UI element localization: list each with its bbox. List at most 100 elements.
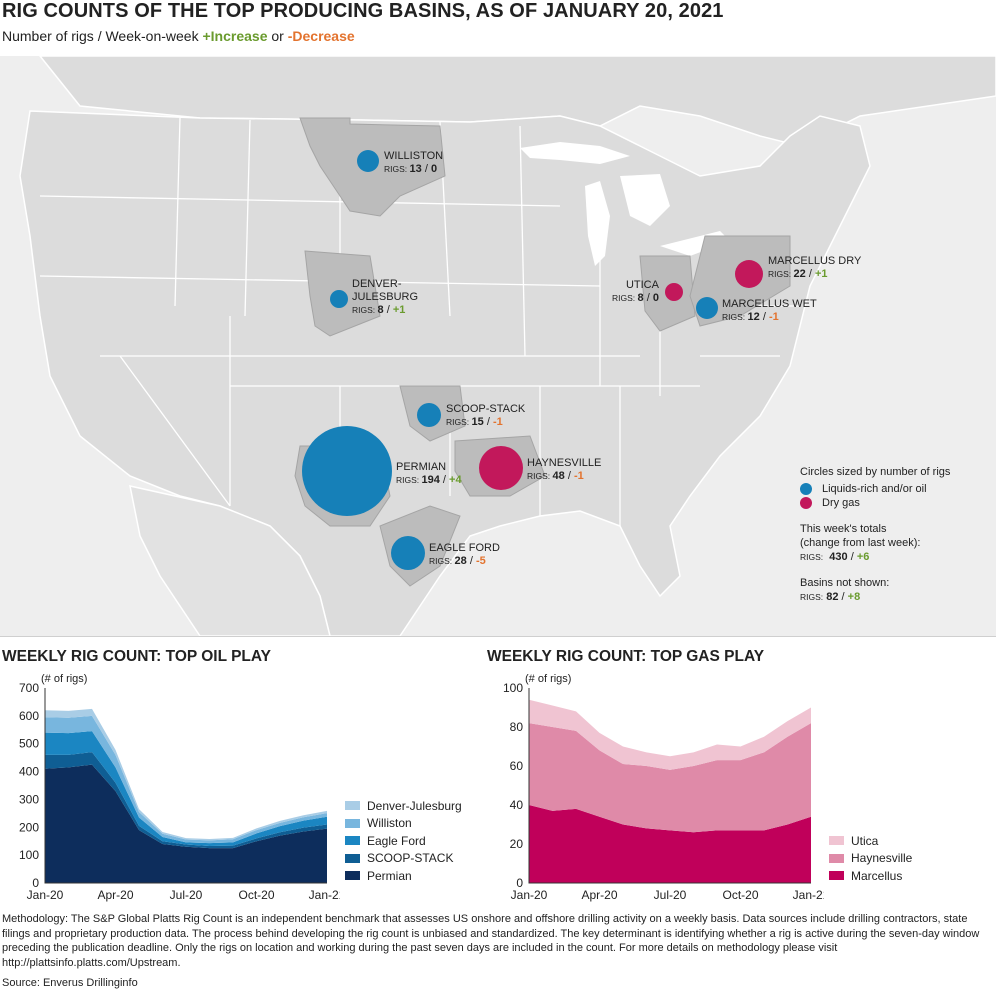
lake-huron [620,174,670,226]
mexico-land [129,485,331,636]
us-basin-map [0,56,996,636]
gas-dot-icon [800,497,812,510]
subtitle-decrease: -Decrease [287,28,355,44]
not-shown-change: +8 [847,591,861,603]
y-tick-label: 80 [510,720,524,734]
y-tick-label: 700 [19,681,39,695]
not-shown: Basins not shown: [800,577,890,589]
basin-label: MARCELLUS DRY RIGS: 22 / +1 [768,255,861,281]
legend-label: Eagle Ford [367,833,426,848]
bubble-williston [357,150,379,172]
area-series-haynesville [529,723,811,833]
legend-item: Denver-Julesburg [345,797,462,815]
totals-line2: (change from last week): [800,537,921,549]
legend-swatch [829,836,844,846]
bubble-marcellus-dry [735,260,763,288]
basin-name: SCOOP-STACK [446,403,526,415]
basin-rigs: RIGS: 22 / +1 [768,268,828,280]
basin-rigs: RIGS: 15 / -1 [446,416,503,428]
legend-swatch [345,818,360,828]
basin-label: HAYNESVILLE RIGS: 48 / -1 [527,457,601,483]
legend-label: Marcellus [851,868,903,883]
basin-name: HAYNESVILLE [527,457,602,469]
legend-swatch [345,871,360,881]
not-shown-values: RIGS: 82 / +8 [800,591,861,603]
basin-name: EAGLE FORD [429,542,500,554]
x-tick-label: Jan-20 [511,888,548,902]
source-note: Source: Enverus Drillinginfo [2,977,138,989]
legend-label: Williston [367,816,412,831]
legend-swatch [829,871,844,881]
area-series-williston [45,715,327,844]
totals-rigs-label: RIGS: [800,552,824,562]
x-tick-label: Apr-20 [97,888,133,902]
basin-name-2: JULESBURG [352,291,419,303]
bubble-haynesville [479,446,523,490]
basin-name: WILLISTON [384,150,444,162]
legend-label: SCOOP-STACK [367,851,454,866]
basin-label: DENVER- JULESBURG RIGS: 8 / +1 [352,278,418,317]
gas-chart: (# of rigs) 0 20 40 60 80 100 Jan-20 Apr-20 Jul-2… [503,673,824,902]
basin-label: UTICA RIGS: 8 / 0 [612,279,659,305]
bubble-scoop-stack [417,403,441,427]
area-series-scoop-stack [45,752,327,849]
y-axis-label: (# of rigs) [41,673,87,685]
x-tick-label: Jul-20 [654,888,687,902]
basin-label: SCOOP-STACK RIGS: 15 / -1 [446,403,525,429]
legend-item: Haynesville [829,850,912,868]
basin-name: UTICA [625,279,659,291]
gas-legend: Utica Haynesville Marcellus [829,832,912,885]
basin-rigs: RIGS: 194 / +4 [396,474,462,486]
subtitle-or: or [267,28,288,44]
totals-change: +6 [856,551,870,563]
area-series-marcellus [529,805,811,883]
totals-values: RIGS: 430 / +6 [800,551,870,563]
not-shown-rigs-label: RIGS: [800,592,824,602]
y-axis-label: (# of rigs) [525,673,571,685]
basin-rigs: RIGS: 8 / 0 [612,292,659,304]
map-legend-heading: Circles sized by number of rigs [800,466,951,478]
y-tick-label: 100 [503,681,523,695]
map-legend-gas-label: Dry gas [822,497,860,509]
x-tick-label: Apr-20 [581,888,617,902]
chart-axes [44,688,327,884]
lake-superior [520,142,630,164]
legend-label: Permian [367,868,412,883]
basin-label: EAGLE FORD RIGS: 28 / -5 [429,542,500,568]
legend-item: Permian [345,867,462,885]
y-tick-label: 60 [510,759,524,773]
not-shown-value: 82 [826,591,839,603]
y-tick-label: 20 [510,837,524,851]
bubble-permian [302,426,392,516]
map-legend-oil-label: Liquids-rich and/or oil [822,483,927,495]
oil-section-title: WEEKLY RIG COUNT: TOP OIL PLAY [2,648,272,665]
legend-swatch [345,853,360,863]
basin-name: DENVER- [352,278,402,290]
x-tick-label: Jan-21 [309,888,340,902]
y-tick-label: 100 [19,848,39,862]
basin-rigs: RIGS: 12 / -1 [722,311,779,323]
basin-label: WILLISTON RIGS: 13 / 0 [384,150,443,176]
legend-label: Haynesville [851,851,913,866]
subtitle-increase: +Increase [202,28,268,44]
legend-item: Marcellus [829,867,912,885]
area-series-eagle-ford [45,731,327,846]
legend-label: Denver-Julesburg [367,798,462,813]
map-legend-gas: Dry gas [800,496,950,510]
legend-item: Eagle Ford [345,832,462,850]
oil-legend: Denver-Julesburg Williston Eagle Ford SCOOP… [345,797,462,885]
page-subtitle: Number of rigs / Week-on-week +Increase … [2,28,355,44]
oil-dot-icon [800,483,812,496]
basin-rigs: RIGS: 8 / +1 [352,304,406,316]
bubble-marcellus-wet [696,297,718,319]
legend-label: Utica [851,833,879,848]
legend-swatch [829,853,844,863]
basin-rigs: RIGS: 48 / -1 [527,470,584,482]
divider [0,636,996,637]
subtitle-prefix: Number of rigs / Week-on-week [2,28,203,44]
legend-item: SCOOP-STACK [345,850,462,868]
y-tick-label: 40 [510,798,524,812]
x-tick-label: Oct-20 [722,888,758,902]
legend-item: Utica [829,832,912,850]
area-series-permian [45,764,327,883]
